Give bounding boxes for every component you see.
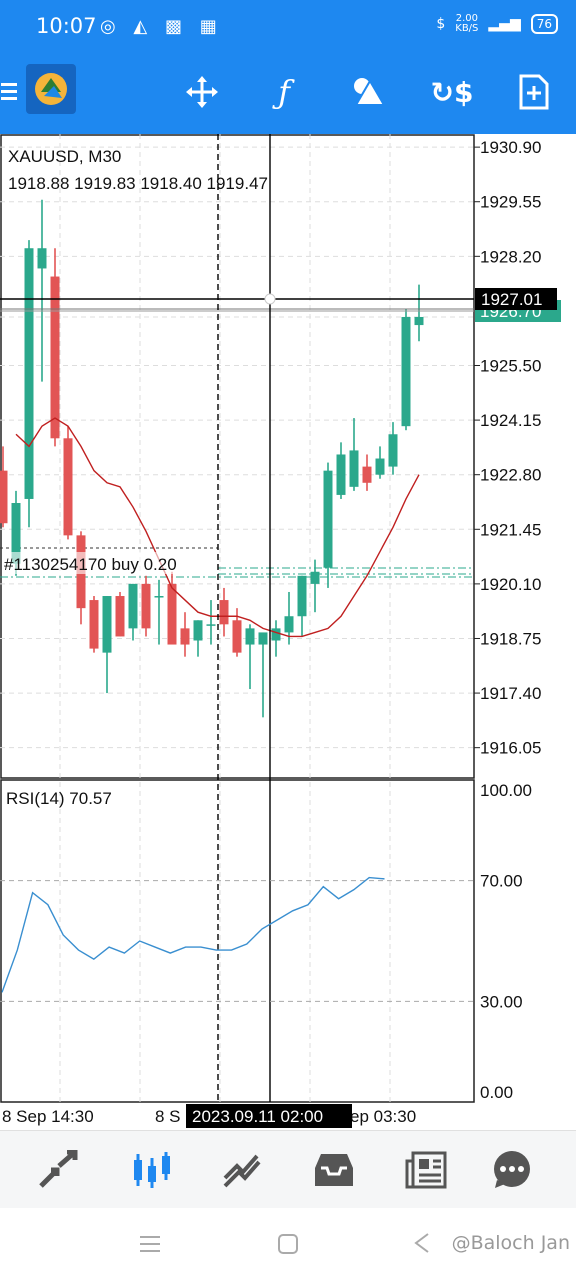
price-tick-label: 1917.40 xyxy=(480,684,541,703)
price-tick-label: 1925.50 xyxy=(480,357,541,376)
objects-icon[interactable] xyxy=(346,70,390,114)
status-bar: 10:07 ◎ ◭ ▩ ▦ $ 2.00 KB/S ▂▄▆ 76 xyxy=(0,0,576,56)
price-tick-label: 1928.20 xyxy=(480,247,541,266)
candle-body xyxy=(50,276,60,439)
ohlc-label: 1918.88 1919.83 1918.40 1919.47 xyxy=(8,174,268,193)
candle-body xyxy=(63,438,73,536)
price-tick-label: 1921.45 xyxy=(480,520,541,539)
candle-body xyxy=(310,571,320,584)
function-icon[interactable]: ƒ xyxy=(278,73,290,111)
candle-body xyxy=(206,624,216,626)
order-label-bg xyxy=(4,552,216,574)
candle-body xyxy=(180,628,190,645)
candle-body xyxy=(232,620,242,653)
candle-body xyxy=(102,596,112,653)
history-icon[interactable] xyxy=(310,1147,358,1193)
candle-body xyxy=(154,596,164,598)
candle-body xyxy=(271,628,281,641)
rsi-tick-label: 70.00 xyxy=(480,872,523,891)
trade-icon[interactable] xyxy=(218,1147,266,1193)
crosshair-price-label: 1927.01 xyxy=(481,290,542,309)
candle-body xyxy=(362,466,372,483)
recent-apps-icon[interactable] xyxy=(140,1234,162,1258)
candle-body xyxy=(115,596,125,637)
order-label[interactable]: #1130254170 buy 0.20 xyxy=(4,555,177,574)
rsi-pane-frame xyxy=(0,779,475,1103)
chat-icon[interactable] xyxy=(488,1147,536,1193)
symbol-change-icon[interactable]: ↻$ xyxy=(430,75,474,109)
time-axis-right: ep 03:30 xyxy=(350,1107,416,1126)
candle-body xyxy=(375,458,385,475)
bottom-navigation xyxy=(0,1130,576,1209)
crosshair-icon[interactable] xyxy=(180,70,224,114)
back-icon[interactable] xyxy=(412,1232,432,1258)
candle-body xyxy=(323,470,333,568)
menu-icon[interactable] xyxy=(0,70,20,114)
home-icon[interactable] xyxy=(278,1234,300,1260)
app-logo-icon[interactable] xyxy=(26,64,76,114)
candle-body xyxy=(128,583,138,629)
order-lines xyxy=(0,547,474,578)
candle-body xyxy=(141,583,151,629)
network-speed: 2.00 KB/S xyxy=(455,13,479,34)
rsi-label: RSI(14) 70.57 xyxy=(6,789,112,808)
candle-body xyxy=(24,248,34,499)
price-tick-label: 1924.15 xyxy=(480,411,541,430)
candle-body xyxy=(388,434,398,467)
chart-canvas[interactable]: 1930.90 1929.55 1928.20 1925.50 1924.15 1922.… xyxy=(0,134,576,1134)
rsi-axis: 100.00 70.00 30.00 0.00 xyxy=(480,781,532,1102)
rsi-tick-label: 30.00 xyxy=(480,992,523,1011)
price-tick-label: 1920.10 xyxy=(480,575,541,594)
crosshair-price-box xyxy=(475,288,557,310)
chart-icon[interactable] xyxy=(128,1147,176,1193)
price-pane-frame xyxy=(0,134,475,779)
candle-body xyxy=(37,248,47,269)
candle-body xyxy=(0,470,8,524)
watermark: @Baloch Jan xyxy=(451,1232,570,1254)
candles xyxy=(0,199,424,718)
candle-body xyxy=(89,600,99,649)
rsi-tick-label: 100.00 xyxy=(480,781,532,800)
candle-body xyxy=(336,454,346,495)
candle-body xyxy=(193,620,203,641)
price-tick-label: 1916.05 xyxy=(480,739,541,758)
signal-icon: ▂▄▆ xyxy=(488,16,521,32)
price-tick-label: 1929.55 xyxy=(480,193,541,212)
candle-body xyxy=(297,575,307,617)
chart-area[interactable]: 1930.90 1929.55 1928.20 1925.50 1924.15 1922.… xyxy=(0,134,576,1134)
news-icon[interactable] xyxy=(402,1147,450,1193)
status-time: 10:07 xyxy=(36,14,97,38)
crosshair-time-label: 2023.09.11 02:00 xyxy=(192,1107,323,1126)
battery-indicator: 76 xyxy=(530,14,558,34)
rsi-line xyxy=(1,876,385,993)
rsi-tick-label: 0.00 xyxy=(480,1083,513,1102)
candle-body xyxy=(258,632,268,645)
candle-body xyxy=(245,628,255,645)
candle-body xyxy=(401,316,411,427)
crosshair-time-box xyxy=(186,1104,352,1128)
candle-body xyxy=(167,583,177,645)
vpn-icon: $ xyxy=(436,16,446,32)
quotes-icon[interactable] xyxy=(34,1147,82,1193)
price-tick-label: 1930.90 xyxy=(480,138,541,157)
time-axis-left: 8 Sep 14:30 xyxy=(2,1107,94,1126)
candle-body xyxy=(414,316,424,326)
app-toolbar: ƒ ↻$ xyxy=(0,56,576,134)
price-tick-label: 1918.75 xyxy=(480,629,541,648)
time-axis-mid: 8 S xyxy=(155,1107,181,1126)
notification-icons: ◎ ◭ ▩ ▦ xyxy=(100,16,223,37)
status-right: $ 2.00 KB/S ▂▄▆ 76 xyxy=(436,14,558,34)
system-navigation-bar: @Baloch Jan xyxy=(0,1208,576,1280)
candle-body xyxy=(284,616,294,633)
candle-body xyxy=(349,450,359,487)
price-tick-label: 1922.80 xyxy=(480,466,541,485)
symbol-label: XAUUSD, M30 xyxy=(8,147,121,166)
new-order-icon[interactable] xyxy=(512,70,556,114)
crosshair-center xyxy=(264,293,276,305)
candle-body xyxy=(11,503,21,564)
candle-body xyxy=(219,600,229,625)
price-axis: 1930.90 1929.55 1928.20 1925.50 1924.15 1922.… xyxy=(474,138,541,758)
rsi-grid xyxy=(0,880,474,1002)
